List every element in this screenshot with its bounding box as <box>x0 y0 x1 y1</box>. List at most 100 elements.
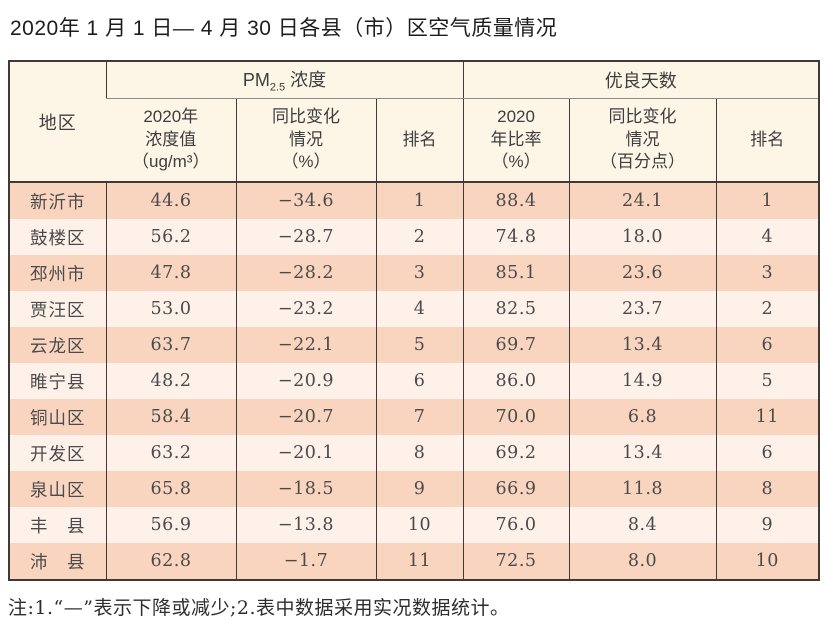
pm-change-cell: −20.7 <box>235 399 376 435</box>
good-rank-cell: 4 <box>715 219 820 255</box>
pm25-label-suffix: 浓度 <box>285 70 327 91</box>
region-cell: 丰 县 <box>9 507 106 543</box>
region-cell: 新沂市 <box>9 182 106 219</box>
table-row: 开发区 63.2 −20.1 8 69.2 13.4 6 <box>9 435 820 471</box>
pm-value-cell: 65.8 <box>105 471 236 507</box>
col-header-good-change: 同比变化 情况 （百分点） <box>568 98 717 183</box>
pm-change-cell: −18.5 <box>235 471 376 507</box>
pm-value-cell: 56.9 <box>105 507 236 543</box>
good-change-cell: 13.4 <box>568 327 717 363</box>
pm-rank-cell: 2 <box>375 219 464 255</box>
good-ratio-cell: 72.5 <box>462 543 570 580</box>
good-rank-cell: 6 <box>715 327 820 363</box>
pm-rank-cell: 10 <box>375 507 464 543</box>
pm-value-cell: 58.4 <box>105 399 236 435</box>
good-ratio-cell: 66.9 <box>462 471 570 507</box>
good-rank-cell: 5 <box>715 363 820 399</box>
good-change-cell: 6.8 <box>568 399 717 435</box>
col-header-region: 地区 <box>9 61 106 183</box>
pm-change-cell: −1.7 <box>235 543 376 580</box>
good-change-cell: 14.9 <box>568 363 717 399</box>
pm25-label-subscript: 2.5 <box>269 81 286 94</box>
pm-rank-cell: 7 <box>375 399 464 435</box>
pm-rank-cell: 1 <box>375 182 464 219</box>
good-change-cell: 24.1 <box>568 182 717 219</box>
region-cell: 邳州市 <box>9 255 106 291</box>
col-header-pm-change: 同比变化 情况 （%） <box>235 98 376 183</box>
pm-rank-cell: 11 <box>375 543 464 580</box>
pm-change-cell: −28.7 <box>235 219 376 255</box>
good-rank-cell: 10 <box>715 543 820 580</box>
pm-value-cell: 63.7 <box>105 327 236 363</box>
pm-value-cell: 47.8 <box>105 255 236 291</box>
pm-change-cell: −28.2 <box>235 255 376 291</box>
good-ratio-cell: 88.4 <box>462 182 570 219</box>
good-rank-cell: 1 <box>715 182 820 219</box>
pm-change-cell: −13.8 <box>235 507 376 543</box>
pm-value-cell: 62.8 <box>105 543 236 580</box>
good-rank-cell: 9 <box>715 507 820 543</box>
pm-change-cell: −34.6 <box>235 182 376 219</box>
air-quality-table: 地区 PM2.5 浓度 优良天数 2020年 浓度值 （ug/m³） 同比变化 … <box>8 60 821 581</box>
good-ratio-cell: 86.0 <box>462 363 570 399</box>
good-rank-cell: 3 <box>715 255 820 291</box>
col-header-pm-value: 2020年 浓度值 （ug/m³） <box>106 98 236 183</box>
pm-rank-cell: 9 <box>375 471 464 507</box>
good-ratio-cell: 76.0 <box>462 507 570 543</box>
col-header-good-rank: 排名 <box>715 98 820 183</box>
region-cell: 开发区 <box>9 435 106 471</box>
region-cell: 鼓楼区 <box>9 219 106 255</box>
table-row: 沛 县 62.8 −1.7 11 72.5 8.0 10 <box>9 543 820 580</box>
good-rank-cell: 8 <box>715 471 820 507</box>
header-sub-row: 2020年 浓度值 （ug/m³） 同比变化 情况 （%） 排名 2020 年比… <box>9 98 820 183</box>
pm-change-cell: −22.1 <box>235 327 376 363</box>
pm-change-cell: −20.9 <box>235 363 376 399</box>
good-ratio-cell: 74.8 <box>462 219 570 255</box>
pm-change-cell: −20.1 <box>235 435 376 471</box>
region-cell: 云龙区 <box>9 327 106 363</box>
good-change-cell: 23.7 <box>568 291 717 327</box>
pm-value-cell: 56.2 <box>105 219 236 255</box>
page-title: 2020年 1 月 1 日— 4 月 30 日各县（市）区空气质量情况 <box>10 17 558 40</box>
pm-change-cell: −23.2 <box>235 291 376 327</box>
good-ratio-cell: 69.2 <box>462 435 570 471</box>
col-group-good-days: 优良天数 <box>462 61 820 99</box>
table-row: 丰 县 56.9 −13.8 10 76.0 8.4 9 <box>9 507 820 543</box>
table-row: 泉山区 65.8 −18.5 9 66.9 11.8 8 <box>9 471 820 507</box>
good-ratio-cell: 70.0 <box>462 399 570 435</box>
good-change-cell: 8.4 <box>568 507 717 543</box>
header-group-row: 地区 PM2.5 浓度 优良天数 <box>9 61 820 183</box>
region-cell: 贾汪区 <box>9 291 106 327</box>
pm-value-cell: 53.0 <box>105 291 236 327</box>
table-row: 铜山区 58.4 −20.7 7 70.0 6.8 11 <box>9 399 820 435</box>
pm-rank-cell: 8 <box>375 435 464 471</box>
good-rank-cell: 11 <box>715 399 820 435</box>
table-row: 邳州市 47.8 −28.2 3 85.1 23.6 3 <box>9 255 820 291</box>
pm-rank-cell: 6 <box>375 363 464 399</box>
pm-rank-cell: 4 <box>375 291 464 327</box>
table-row: 贾汪区 53.0 −23.2 4 82.5 23.7 2 <box>9 291 820 327</box>
region-cell: 铜山区 <box>9 399 106 435</box>
good-ratio-cell: 69.7 <box>462 327 570 363</box>
region-cell: 睢宁县 <box>9 363 106 399</box>
col-header-pm-rank: 排名 <box>375 98 464 183</box>
pm-value-cell: 44.6 <box>105 182 236 219</box>
col-header-good-ratio: 2020 年比率 （%） <box>462 98 570 183</box>
footnote: 注:1.“—”表示下降或减少;2.表中数据采用实况数据统计。 <box>8 597 510 619</box>
table-row: 云龙区 63.7 −22.1 5 69.7 13.4 6 <box>9 327 820 363</box>
good-ratio-cell: 82.5 <box>462 291 570 327</box>
good-change-cell: 11.8 <box>568 471 717 507</box>
good-change-cell: 8.0 <box>568 543 717 580</box>
good-change-cell: 23.6 <box>568 255 717 291</box>
pm-value-cell: 48.2 <box>105 363 236 399</box>
table-row: 新沂市 44.6 −34.6 1 88.4 24.1 1 <box>9 182 820 219</box>
col-group-pm25: PM2.5 浓度 <box>105 61 464 99</box>
pm25-label-prefix: PM <box>242 70 270 91</box>
good-rank-cell: 2 <box>715 291 820 327</box>
region-cell: 沛 县 <box>9 543 106 580</box>
good-rank-cell: 6 <box>715 435 820 471</box>
good-ratio-cell: 85.1 <box>462 255 570 291</box>
pm-rank-cell: 5 <box>375 327 464 363</box>
pm-value-cell: 63.2 <box>105 435 236 471</box>
pm-rank-cell: 3 <box>375 255 464 291</box>
